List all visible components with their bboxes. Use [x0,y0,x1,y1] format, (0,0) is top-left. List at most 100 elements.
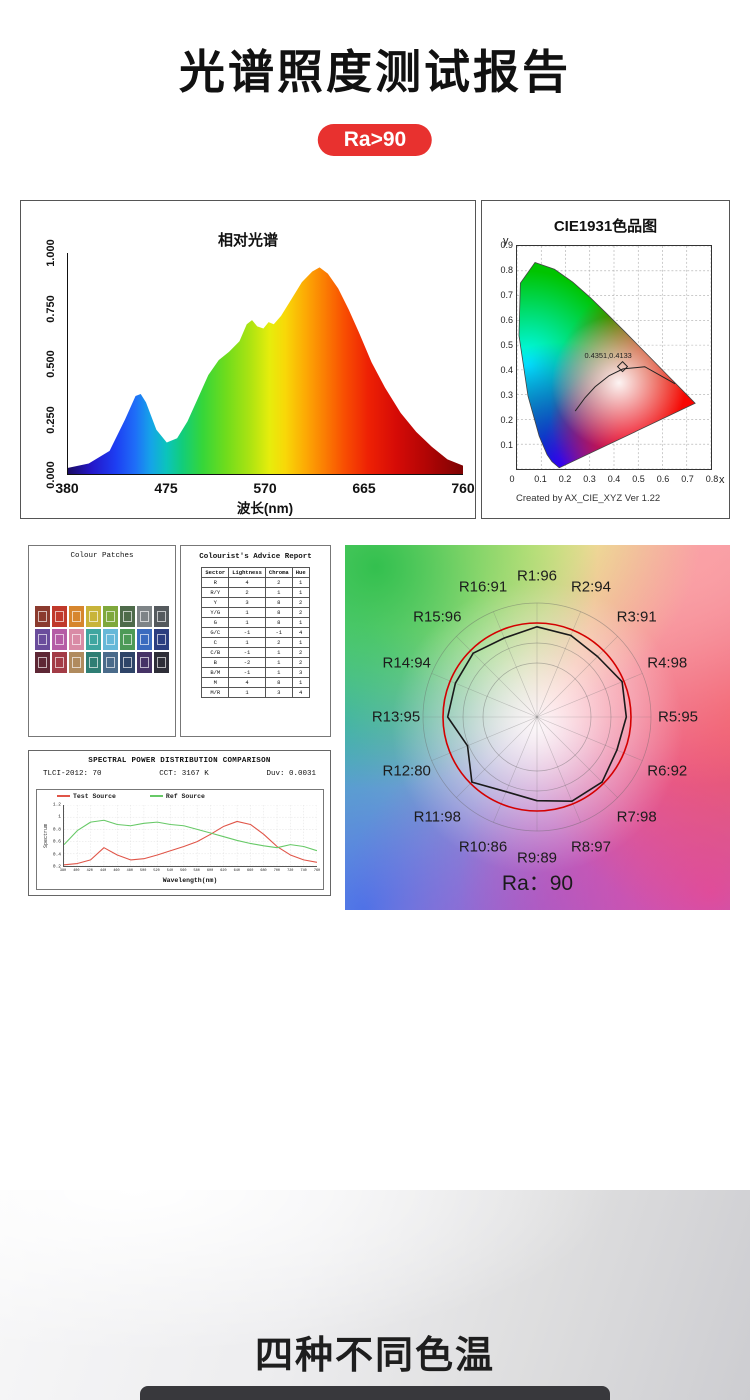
cri-value-label: R15:96 [413,608,462,626]
cri-value-label: R14:94 [382,654,431,672]
cie-x-tick: 0.3 [583,474,596,484]
colour-patch [69,606,84,627]
table-row: G/C -1 -1 4 [201,627,310,638]
relative-spectrum-panel: 相对光谱 [20,200,476,519]
cie-y-tick: 0.1 [500,440,513,450]
cie-y-tick: 0.9 [500,240,513,250]
cri-value-label: R16:91 [458,578,508,596]
cie-x-tick: 0.6 [656,474,670,484]
colour-patch [86,629,101,650]
table-cell: 1 [291,617,310,628]
cri-value-label: R5:95 [657,708,699,726]
table-cell: 1 [264,657,293,668]
cri-value-label: R9:89 [516,849,558,867]
spd-x-axis-label: Wavelength(nm) [162,877,218,884]
cie-y-tick: 0.8 [500,265,513,275]
table-row: C/B -1 1 2 [201,647,310,658]
table-row: B -2 1 2 [201,657,310,668]
spd-line-chart [64,805,317,866]
cie-credit: Created by AX_CIE_XYZ Ver 1.22 [516,493,661,504]
spd-stats: TLCI-2012: 70 CCT: 3167 K Duv: 0.0031 [29,770,330,778]
table-row: M/R 1 3 4 [201,687,310,698]
cie-y-tick: 0.5 [500,340,513,350]
column-header: Chroma [264,567,293,578]
colour-patch [86,652,101,673]
table-cell: 2 [264,637,293,648]
cie1931-panel: CIE1931色品图 y x [481,200,730,519]
table-cell: 1 [291,587,310,598]
spd-x-tick: 740 [300,869,307,873]
spd-title: SPECTRAL POWER DISTRIBUTION COMPARISON [88,757,271,765]
spectrum-chart [68,267,463,474]
colour-patch [52,629,67,650]
table-cell: M [201,677,230,688]
table-cell: 1 [264,647,293,658]
spd-x-tick: 620 [220,869,227,873]
cct-value: CCT: 3167 K [159,770,209,778]
table-cell: 1 [228,687,266,698]
colour-patch [69,629,84,650]
spd-x-tick: 680 [260,869,267,873]
cri-value-label: R13:95 [371,708,421,726]
cri-value-label: R12:80 [382,762,431,780]
spectrum-x-tick: 475 [154,480,178,496]
table-cell: 4 [291,687,310,698]
advice-table: Sector Lightness Chroma Hue R 4 2 1 R/Y 2 1 1 Y 3 8 2 Y/… [201,567,310,698]
table-cell: 2 [291,597,310,608]
colour-patch [120,652,135,673]
column-header: Lightness [228,567,266,578]
cie-origin-tick: 0 [509,474,515,484]
colour-patch [69,652,84,673]
spd-x-tick: 700 [273,869,281,873]
table-cell: R [201,577,230,588]
colour-patch [35,606,50,627]
colour-patch [103,652,118,673]
spd-x-tick: 500 [140,869,147,873]
cie-chromaticity-diagram: 0.4351,0.4133 [517,246,711,469]
table-cell: 1 [264,667,293,678]
cri-value-label: R10:86 [458,838,508,856]
cri-radar-panel: Ra：90 R1:96 R2:94 R3:91 R4:98 R5:95 R6:92 R7:9… [345,545,730,910]
colour-patch [154,606,169,627]
spectrum-x-axis-label: 波长(nm) [236,501,294,516]
table-cell: 1 [228,607,266,618]
spd-x-tick: 440 [99,869,107,873]
cie-x-tick: 0.7 [681,474,694,484]
tlci-value: TLCI-2012: 70 [43,770,102,778]
table-cell: 3 [264,687,293,698]
ref-source-line-swatch [149,795,163,798]
cie-title: CIE1931色品图 [553,218,658,235]
cie-x-tick: 0.8 [705,474,719,484]
spectrum-y-tick: 0.250 [45,405,57,434]
table-cell: 2 [264,577,293,588]
advice-report-panel: Colourist's Advice Report Sector Lightnes… [180,545,331,737]
duv-value: Duv: 0.0031 [266,770,316,778]
cie-x-tick: 0.2 [558,474,572,484]
cie-y-tick: 0.2 [500,415,513,425]
table-cell: 8 [264,597,293,608]
spd-x-tick: 720 [287,869,294,873]
table-row: Y/G 1 8 2 [201,607,310,618]
cie-x-tick: 0.5 [632,474,645,484]
spectrum-y-tick: 0.750 [45,294,57,323]
table-cell: C/B [201,647,230,658]
table-cell: -2 [228,657,266,668]
legend-label-test: Test Source [73,793,116,800]
lamp-fixture-edge [140,1386,610,1400]
table-cell: C [201,637,230,648]
spd-legend: Test Source Ref Source [57,793,205,800]
table-row: R/Y 2 1 1 [201,587,310,598]
spd-x-tick: 520 [153,869,160,873]
table-cell: 4 [291,627,310,638]
cie-x-axis-letter: x [719,474,725,486]
table-cell: B [201,657,230,668]
table-cell: R/Y [201,587,230,598]
table-cell: 2 [291,657,310,668]
cie-x-tick: 0.1 [534,474,547,484]
spectrum-x-tick: 380 [55,480,79,496]
colour-patch [52,652,67,673]
spd-x-tick: 600 [206,869,214,873]
